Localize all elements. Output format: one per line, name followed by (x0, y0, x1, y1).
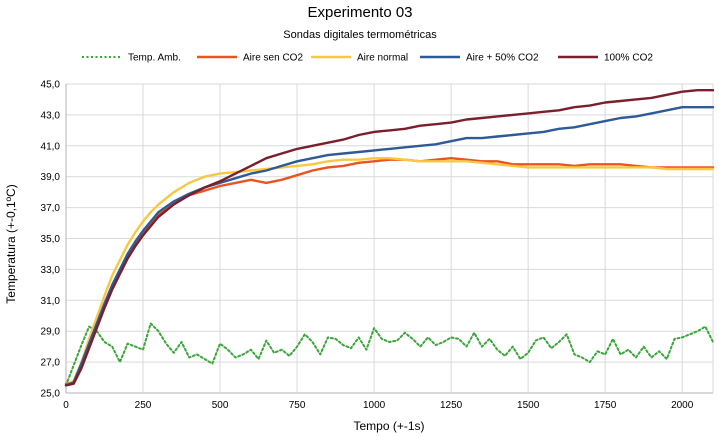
y-tick-label: 25,0 (41, 389, 61, 400)
y-axis-label: Temperatura (+-0,1ºC) (4, 184, 18, 303)
series-line-0 (65, 322, 714, 387)
series-lines (64, 88, 715, 387)
legend-label-1: Aire sen CO2 (243, 53, 303, 64)
legend-label-0: Temp. Amb. (128, 53, 181, 64)
x-axis-label: Tempo (+-1s) (353, 419, 424, 433)
y-tick-label: 29,0 (41, 327, 61, 338)
series-line-2 (64, 156, 715, 387)
chart-title: Experimento 03 (307, 4, 412, 21)
x-tick-label: 0 (63, 400, 69, 411)
x-tick-label: 1750 (594, 400, 617, 411)
y-axis-ticks: 25,0 27,0 29,0 31,0 33,0 35,0 37,0 39,0 41,0 43,0… (41, 80, 61, 400)
y-tick-label: 43,0 (41, 110, 61, 121)
x-tick-label: 1250 (440, 400, 463, 411)
legend-label-3: Aire + 50% CO2 (466, 53, 539, 64)
chart-subtitle: Sondas digitales termométricas (283, 29, 437, 41)
x-tick-label: 750 (289, 400, 306, 411)
legend-label-4: 100% CO2 (604, 53, 653, 64)
y-tick-label: 45,0 (41, 80, 61, 91)
series-line-3 (64, 105, 715, 387)
legend: Temp. Amb. Aire sen CO2 Aire normal Aire + … (82, 53, 653, 64)
y-tick-label: 41,0 (41, 141, 61, 152)
x-tick-label: 1000 (363, 400, 386, 411)
series-line-1 (64, 156, 715, 385)
y-tick-label: 35,0 (41, 234, 61, 245)
legend-label-2: Aire normal (357, 53, 408, 64)
x-tick-label: 1500 (517, 400, 540, 411)
x-tick-label: 500 (212, 400, 229, 411)
y-tick-label: 37,0 (41, 203, 61, 214)
x-axis-ticks: 0 250 500 750 1000 1250 1500 1750 2000 (63, 400, 694, 411)
grid (65, 83, 714, 394)
y-tick-label: 31,0 (41, 296, 61, 307)
y-tick-label: 33,0 (41, 265, 61, 276)
y-tick-label: 27,0 (41, 358, 61, 369)
x-tick-label: 250 (135, 400, 152, 411)
x-tick-label: 2000 (671, 400, 694, 411)
series-line-4 (64, 88, 715, 387)
y-tick-label: 39,0 (41, 172, 61, 183)
